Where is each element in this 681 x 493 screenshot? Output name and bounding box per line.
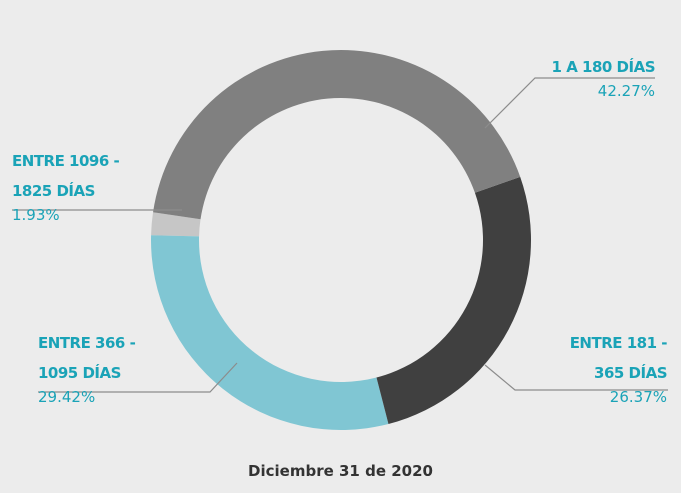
- value-label: 42.27%: [597, 82, 655, 100]
- value-label: 1.93%: [12, 206, 60, 224]
- category-label: ENTRE 181 - 365 DÍAS: [569, 334, 668, 382]
- category-label: ENTRE 366 - 1095 DÍAS: [38, 334, 136, 382]
- value-label: 29.42%: [38, 388, 96, 406]
- value-label: 26.37%: [609, 388, 667, 406]
- category-label: 1 A 180 DÍAS: [551, 58, 656, 76]
- label: ENTRE 181 - 365 DÍAS 26.37%: [567, 328, 668, 406]
- leader-line: [484, 77, 655, 129]
- label: 1 A 180 DÍAS 42.27%: [455, 52, 656, 100]
- chart-title: Diciembre 31 de 2020: [248, 462, 433, 480]
- donut-segment: [151, 235, 389, 430]
- category-label: ENTRE 1096 - 1825 DÍAS: [12, 152, 120, 200]
- label: ENTRE 366 - 1095 DÍAS 29.42%: [38, 328, 158, 406]
- donut-segment: [151, 212, 201, 237]
- leader-line: [484, 364, 668, 391]
- label: ENTRE 1096 - 1825 DÍAS 1.93%: [12, 146, 147, 224]
- donut-segment: [376, 176, 531, 424]
- donut-segment: [153, 49, 521, 220]
- leader-line: [38, 362, 238, 393]
